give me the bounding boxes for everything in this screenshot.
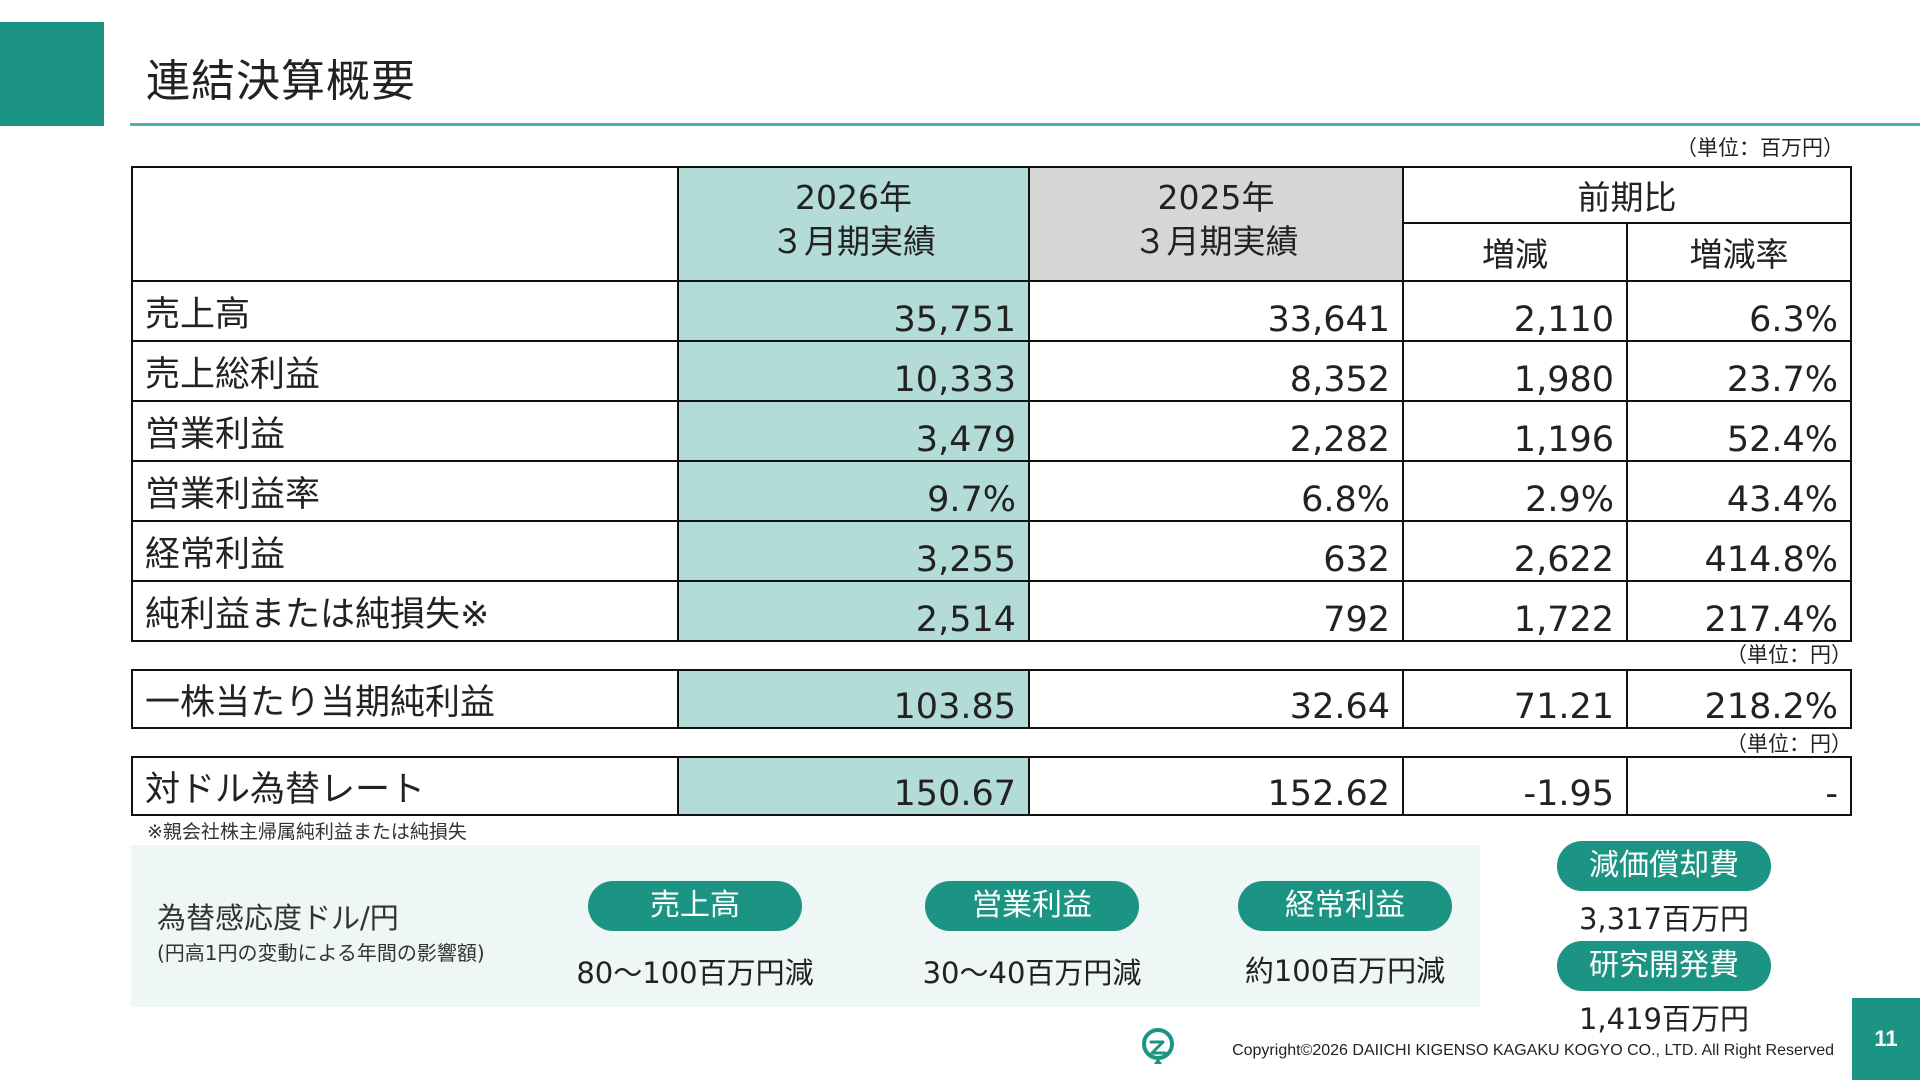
sensitivity-value-operating-profit: 30～40百万円減	[922, 956, 1142, 990]
previous-value: 2,282	[1028, 400, 1404, 462]
unit-label-yen-fx: （単位：円）	[1726, 732, 1852, 756]
corner-accent-block	[0, 22, 104, 126]
copyright-text: Copyright©2026 DAIICHI KIGENSO KAGAKU KO…	[1232, 1042, 1834, 1059]
previous-value: 32.64	[1028, 669, 1404, 729]
eps-table: 一株当たり当期純利益 103.85 32.64 71.21 218.2%	[131, 669, 1852, 729]
change-rate-value: 23.7%	[1626, 340, 1852, 402]
change-value: 2.9%	[1402, 460, 1628, 522]
header-prev-year: 2025年	[1157, 178, 1275, 217]
row-label: 一株当たり当期純利益	[131, 669, 679, 729]
current-value: 2,514	[677, 580, 1030, 642]
previous-value: 792	[1028, 580, 1404, 642]
financial-summary-table: 2026年 ３月期実績 2025年 ３月期実績 前期比 増減 増減率 売上高 3…	[131, 166, 1852, 642]
current-value: 35,751	[677, 280, 1030, 342]
current-value: 9.7%	[677, 460, 1030, 522]
footnote: ※親会社株主帰属純利益または純損失	[147, 821, 467, 843]
header-change: 増減	[1402, 222, 1628, 282]
change-value: 2,622	[1402, 520, 1628, 582]
header-current-sub: ３月期実績	[771, 222, 936, 261]
change-rate-value: 414.8%	[1626, 520, 1852, 582]
table-row: 営業利益率 9.7% 6.8% 2.9% 43.4%	[131, 460, 1852, 522]
header-change-rate: 増減率	[1626, 222, 1852, 282]
sensitivity-value-sales: 80～100百万円減	[576, 956, 814, 990]
previous-value: 632	[1028, 520, 1404, 582]
change-value: 1,196	[1402, 400, 1628, 462]
change-value: 1,980	[1402, 340, 1628, 402]
rnd-pill: 研究開発費	[1557, 941, 1771, 991]
row-label: 純利益または純損失※	[131, 580, 679, 642]
sensitivity-title: 為替感応度ドル/円	[157, 901, 399, 935]
change-rate-value: 43.4%	[1626, 460, 1852, 522]
company-logo-icon	[1142, 1028, 1174, 1064]
sensitivity-subtitle: (円高1円の変動による年間の影響額)	[157, 941, 485, 965]
change-rate-value: 52.4%	[1626, 400, 1852, 462]
depreciation-pill: 減価償却費	[1557, 841, 1771, 891]
sensitivity-pill-sales: 売上高	[588, 881, 802, 931]
table-row: 営業利益 3,479 2,282 1,196 52.4%	[131, 400, 1852, 462]
table-row: 一株当たり当期純利益 103.85 32.64 71.21 218.2%	[131, 669, 1852, 729]
current-value: 103.85	[677, 669, 1030, 729]
table-row: 売上総利益 10,333 8,352 1,980 23.7%	[131, 340, 1852, 402]
header-prev-sub: ３月期実績	[1133, 222, 1299, 261]
change-rate-value: 217.4%	[1626, 580, 1852, 642]
change-rate-value: 6.3%	[1626, 280, 1852, 342]
current-value: 3,479	[677, 400, 1030, 462]
header-previous-period: 2025年 ３月期実績	[1028, 166, 1404, 282]
page-title: 連結決算概要	[146, 56, 416, 107]
table-row: 売上高 35,751 33,641 2,110 6.3%	[131, 280, 1852, 342]
row-label: 売上高	[131, 280, 679, 342]
unit-label-million-yen: （単位：百万円）	[1676, 136, 1844, 160]
sensitivity-value-ordinary-profit: 約100百万円減	[1244, 954, 1446, 988]
header-comparison: 前期比	[1402, 166, 1852, 224]
previous-value: 33,641	[1028, 280, 1404, 342]
table-row: 経常利益 3,255 632 2,622 414.8%	[131, 520, 1852, 582]
previous-value: 8,352	[1028, 340, 1404, 402]
header-current-year: 2026年	[795, 178, 912, 217]
sensitivity-pill-operating-profit: 営業利益	[925, 881, 1139, 931]
row-label: 売上総利益	[131, 340, 679, 402]
fx-table: 対ドル為替レート 150.67 152.62 -1.95 -	[131, 756, 1852, 816]
title-divider	[130, 123, 1920, 126]
change-value: -1.95	[1402, 756, 1628, 816]
row-label: 営業利益率	[131, 460, 679, 522]
change-value: 71.21	[1402, 669, 1628, 729]
change-rate-value: -	[1626, 756, 1852, 816]
table-row: 対ドル為替レート 150.67 152.62 -1.95 -	[131, 756, 1852, 816]
page-number: 11	[1852, 998, 1920, 1080]
change-value: 2,110	[1402, 280, 1628, 342]
current-value: 3,255	[677, 520, 1030, 582]
depreciation-value: 3,317百万円	[1578, 902, 1750, 936]
rnd-value: 1,419百万円	[1578, 1002, 1750, 1036]
change-rate-value: 218.2%	[1626, 669, 1852, 729]
change-value: 1,722	[1402, 580, 1628, 642]
current-value: 10,333	[677, 340, 1030, 402]
table-row: 純利益または純損失※ 2,514 792 1,722 217.4%	[131, 580, 1852, 642]
current-value: 150.67	[677, 756, 1030, 816]
sensitivity-pill-ordinary-profit: 経常利益	[1238, 881, 1452, 931]
previous-value: 152.62	[1028, 756, 1404, 816]
row-label: 営業利益	[131, 400, 679, 462]
row-label: 対ドル為替レート	[131, 756, 679, 816]
header-empty-cell	[131, 166, 679, 282]
header-current-period: 2026年 ３月期実績	[677, 166, 1030, 282]
previous-value: 6.8%	[1028, 460, 1404, 522]
row-label: 経常利益	[131, 520, 679, 582]
unit-label-yen-eps: （単位：円）	[1726, 643, 1852, 667]
